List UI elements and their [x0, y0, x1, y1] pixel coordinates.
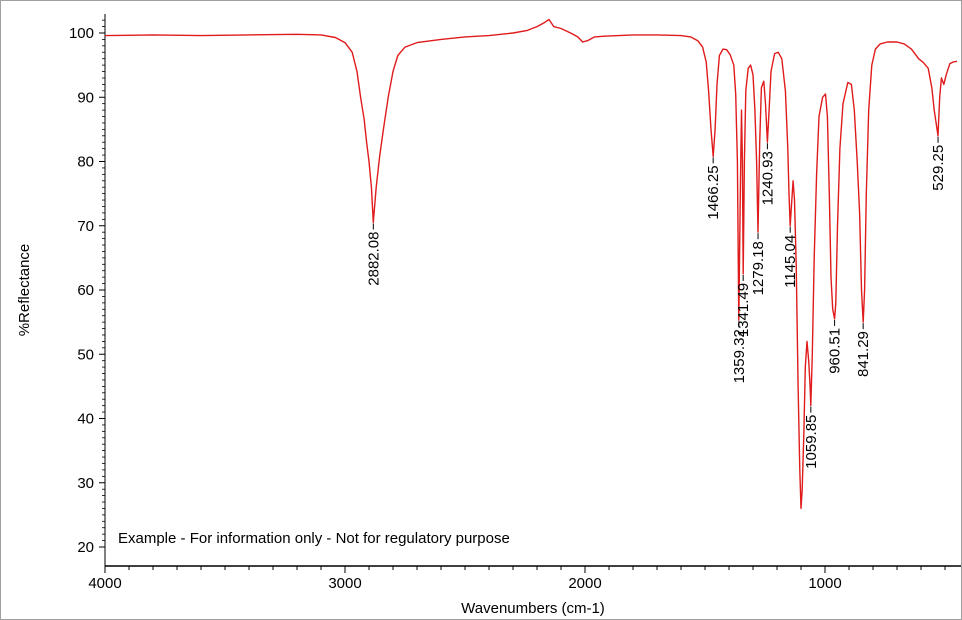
- x-tick-label: 4000: [88, 575, 121, 592]
- y-tick-label: 20: [77, 539, 94, 556]
- y-tick-label: 80: [77, 154, 94, 171]
- peak-label: 1466.25: [705, 165, 722, 219]
- x-tick-label: 3000: [328, 575, 361, 592]
- peak-label: 2882.08: [365, 232, 382, 286]
- plot-area: 4000 3000 2000 1000 20 30 40 50 60 70 80 90 100 2882…: [69, 14, 961, 592]
- y-tick-label: 60: [77, 282, 94, 299]
- spectrum-series-line: [104, 18, 958, 510]
- peak-label: 529.25: [930, 145, 947, 191]
- peak-label: 1359.32: [731, 329, 748, 383]
- y-axis-label: %Reflectance: [16, 244, 33, 337]
- x-tick-label: 1000: [808, 575, 841, 592]
- peak-label: 1059.85: [803, 415, 820, 469]
- peak-label: 1279.18: [750, 241, 767, 295]
- y-tick-label: 50: [77, 346, 94, 363]
- peak-label: 1341.49: [735, 283, 752, 337]
- y-tick-label: 100: [69, 25, 94, 42]
- y-tick-label: 70: [77, 218, 94, 235]
- x-tick-label: 2000: [568, 575, 601, 592]
- y-tick-label: 30: [77, 475, 94, 492]
- x-axis-label: Wavenumbers (cm-1): [461, 600, 605, 617]
- disclaimer-note: Example - For information only - Not for…: [118, 530, 510, 547]
- axis-ticks: 4000 3000 2000 1000 20 30 40 50 60 70 80 90 100: [69, 19, 946, 592]
- peak-label: 841.29: [855, 331, 872, 377]
- peak-label: 1240.93: [759, 151, 776, 205]
- y-tick-label: 40: [77, 411, 94, 428]
- y-tick-label: 90: [77, 89, 94, 106]
- peak-label: 1145.04: [782, 235, 799, 288]
- peak-label: 960.51: [827, 328, 844, 374]
